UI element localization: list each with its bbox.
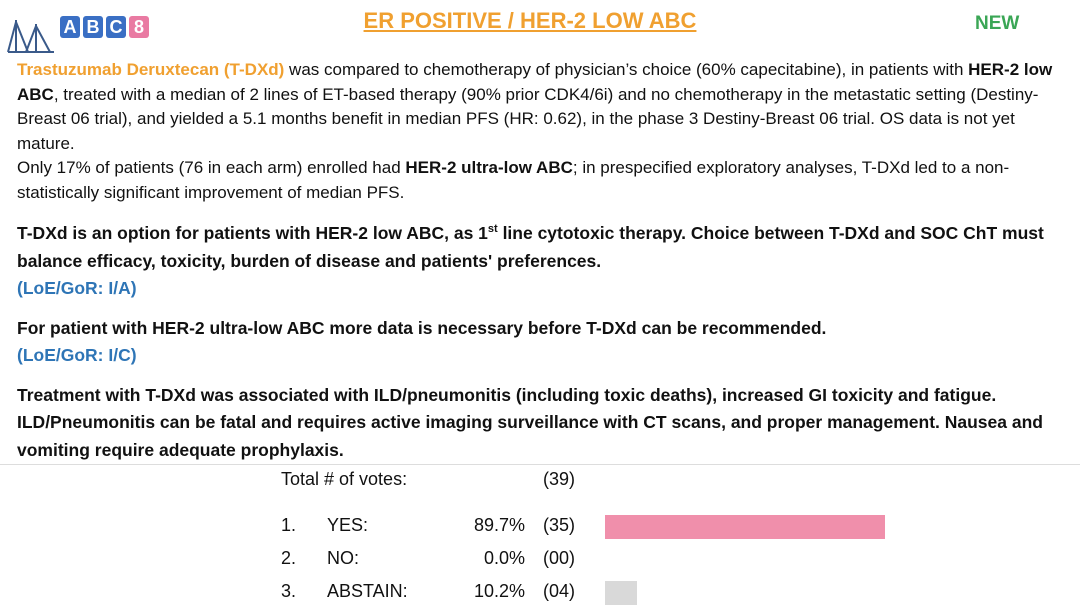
text: For patient with HER-2 ultra-low ABC mor… (17, 317, 827, 338)
statement: T-DXd is an option for patients with HER… (17, 220, 1077, 303)
statement: Treatment with T-DXd was associated with… (17, 382, 1077, 465)
text: , treated with a median of 2 lines of ET… (17, 84, 1039, 153)
text: ; in prespecified exploratory analyses, … (17, 158, 1010, 202)
logo-bridge (7, 20, 54, 53)
bold-text: HER-2 ultra-low ABC (405, 158, 573, 177)
vote-label: NO: (327, 548, 360, 568)
logo-letter: B (83, 16, 103, 38)
evidence-level: (LoE/GoR: I/A) (17, 278, 137, 298)
logo-letter: A (60, 16, 80, 38)
drug: Trastuzumab Deruxtecan (T-DXd) (17, 60, 285, 79)
paragraph: Only 17% of patients (76 in each arm) en… (17, 156, 1067, 205)
text: was compared to chemotherapy of physicia… (284, 60, 969, 79)
text: Treatment with T-DXd was associated with… (17, 384, 1043, 460)
title: ER POSITIVE / HER-2 LOW ABC (363, 8, 697, 33)
vote-index: 2. (281, 548, 297, 568)
intro: Trastuzumab Deruxtecan (T-DXd) was compa… (17, 58, 1067, 205)
vote-count: (35) (543, 515, 576, 535)
statements: T-DXd is an option for patients with HER… (17, 220, 1077, 476)
vote-index: 3. (281, 581, 297, 601)
evidence-level: (LoE/GoR: I/C) (17, 345, 137, 365)
badge: NEW (975, 13, 1020, 34)
vote-count: (04) (543, 581, 576, 601)
text: Only 17% of patients (76 in each arm) en… (17, 158, 406, 177)
superscript: st (487, 223, 498, 236)
vote-bar (605, 515, 885, 539)
vote-percent: 89.7% (473, 515, 525, 535)
vote-percent: 10.2% (473, 581, 525, 601)
vote-index: 1. (281, 515, 297, 535)
vote-bar (605, 581, 637, 605)
logo-letter: 8 (129, 16, 149, 38)
statement: For patient with HER-2 ultra-low ABC mor… (17, 315, 1077, 370)
total-label: Total # of votes: (281, 469, 408, 489)
separator (0, 464, 1080, 465)
bold-text: HER-2 low ABC (17, 60, 1053, 104)
vote-count: (00) (543, 548, 576, 568)
text: T-DXd is an option for patients with HER… (17, 223, 488, 243)
logo-letter: C (106, 16, 126, 38)
vote-label: YES: (327, 515, 369, 535)
total: (39) (543, 469, 576, 489)
vote-percent: 0.0% (483, 548, 525, 568)
paragraph: Trastuzumab Deruxtecan (T-DXd) was compa… (17, 58, 1067, 156)
vote-label: ABSTAIN: (327, 581, 408, 601)
text: line cytotoxic therapy. Choice between T… (17, 223, 1044, 271)
